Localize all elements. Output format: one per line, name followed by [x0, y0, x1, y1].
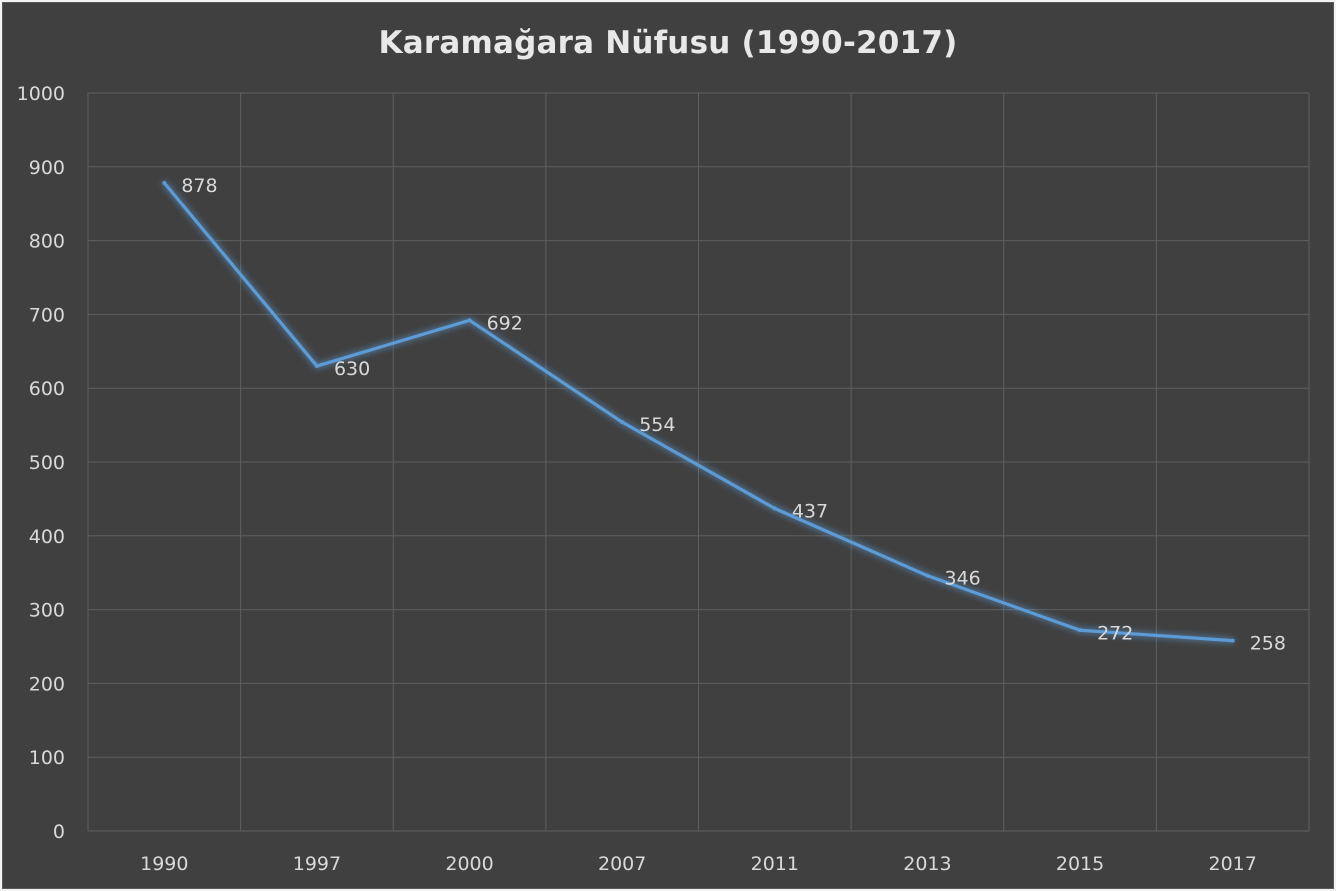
chart-title: Karamağara Nüfusu (1990-2017)	[378, 25, 958, 61]
data-label: 554	[639, 414, 675, 436]
y-tick-label: 500	[29, 452, 65, 474]
series-line	[162, 181, 1235, 643]
x-axis: 1990 1997 2000 2007 2011 2013 2015 2017	[140, 853, 1257, 875]
y-tick-label: 900	[29, 157, 65, 179]
y-tick-label: 100	[29, 747, 65, 769]
data-point	[620, 420, 625, 425]
data-point	[1078, 628, 1083, 633]
y-tick-label: 200	[29, 673, 65, 695]
data-label: 437	[792, 500, 828, 522]
y-tick-label: 0	[53, 821, 65, 843]
data-point	[467, 318, 472, 323]
data-point	[314, 364, 319, 369]
series	[162, 181, 1235, 643]
x-tick-label: 2000	[445, 853, 493, 875]
y-tick-label: 1000	[17, 83, 65, 105]
x-tick-label: 2015	[1056, 853, 1104, 875]
y-axis: 0 100 200 300 400 500 600 700 800 900 1000	[17, 83, 65, 843]
data-label: 692	[487, 312, 523, 334]
data-point	[925, 573, 930, 578]
y-tick-label: 400	[29, 526, 65, 548]
x-tick-label: 2013	[903, 853, 951, 875]
data-label: 272	[1097, 622, 1133, 644]
x-tick-label: 2007	[598, 853, 646, 875]
data-point	[1230, 638, 1235, 643]
x-tick-label: 2011	[751, 853, 799, 875]
x-tick-label: 1990	[140, 853, 188, 875]
x-tick-label: 1997	[293, 853, 341, 875]
data-point	[162, 181, 167, 186]
x-tick-label: 2017	[1209, 853, 1257, 875]
data-label: 346	[944, 568, 980, 590]
data-label: 630	[334, 358, 370, 380]
y-tick-label: 300	[29, 600, 65, 622]
data-point	[772, 506, 777, 511]
data-label: 878	[181, 175, 217, 197]
data-label: 258	[1250, 633, 1286, 655]
data-labels: 878 630 692 554 437 346 272 258	[181, 175, 1286, 655]
y-tick-label: 700	[29, 304, 65, 326]
y-tick-label: 800	[29, 231, 65, 253]
y-tick-label: 600	[29, 378, 65, 400]
gridlines	[87, 92, 1310, 832]
